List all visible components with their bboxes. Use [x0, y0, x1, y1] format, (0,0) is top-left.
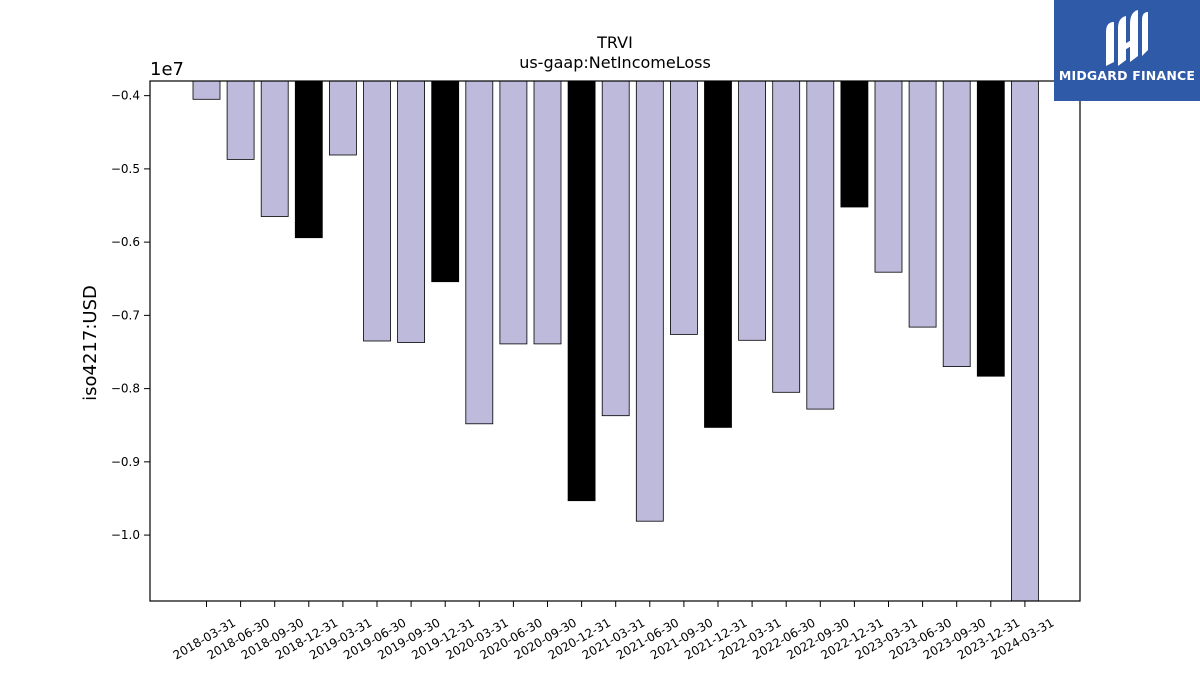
bar-2023-03-31: [874, 80, 903, 273]
bar-2022-03-31: [738, 80, 766, 341]
bar-2024-03-31: [1011, 80, 1039, 602]
bar-2021-12-31: [704, 80, 732, 428]
bar-2018-12-31: [294, 80, 323, 239]
bar-2019-06-30: [363, 80, 391, 342]
logo-text: MIDGARD FINANCE: [1058, 68, 1196, 83]
y-tick-label: −0.6: [111, 235, 140, 249]
bar-2018-06-30: [226, 80, 255, 160]
y-tick-label: −0.5: [111, 162, 140, 176]
bar-2023-06-30: [908, 80, 937, 328]
bars-layer: [192, 80, 1039, 602]
y-tick-label: −0.9: [111, 455, 140, 469]
bar-2020-06-30: [499, 80, 528, 345]
bar-2019-12-31: [431, 80, 460, 283]
bar-2021-06-30: [635, 80, 664, 522]
midgard-logo-icon: [1106, 10, 1148, 66]
y-tick-label: −0.8: [111, 382, 140, 396]
bar-2018-03-31: [192, 80, 221, 100]
bar-2021-09-30: [670, 80, 698, 335]
chart-subtitle: us-gaap:NetIncomeLoss: [519, 53, 711, 72]
bar-2022-12-31: [840, 80, 869, 208]
y-axis-label: iso4217:USD: [80, 285, 101, 401]
bar-2018-09-30: [260, 80, 289, 217]
y-tick-label: −1.0: [111, 528, 140, 542]
bar-2020-12-31: [567, 80, 596, 502]
y-tick-label: −0.4: [111, 89, 140, 103]
bar-2023-09-30: [942, 80, 971, 368]
y-tick-label: −0.7: [111, 308, 140, 322]
bar-2019-09-30: [397, 80, 426, 343]
bar-2020-09-30: [533, 80, 562, 345]
y-axis-ticks: −0.4 −0.5 −0.6 −0.7 −0.8 −0.9 −1.0: [111, 89, 150, 542]
brand-logo: MIDGARD FINANCE: [1054, 0, 1200, 101]
plot-frame: [149, 80, 1081, 602]
x-axis-ticks: 2018-03-312018-06-302018-09-302018-12-31…: [171, 601, 1056, 662]
y-offset-label: 1e7: [150, 59, 184, 80]
bar-2021-03-31: [601, 80, 630, 417]
bar-2022-06-30: [772, 80, 801, 393]
bar-2023-12-31: [976, 80, 1005, 377]
bar-2022-09-30: [806, 80, 835, 410]
bar-2020-03-31: [465, 80, 494, 425]
chart-title: TRVI: [596, 33, 633, 52]
bar-2019-03-31: [328, 80, 357, 156]
